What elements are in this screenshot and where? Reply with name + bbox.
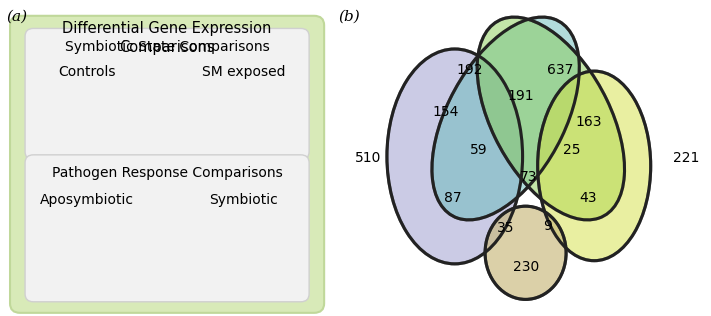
FancyBboxPatch shape: [10, 16, 324, 313]
Text: 191: 191: [508, 89, 534, 103]
Text: 73: 73: [520, 170, 537, 184]
Text: 221: 221: [673, 151, 700, 165]
Text: 230: 230: [513, 260, 540, 274]
FancyBboxPatch shape: [25, 155, 309, 302]
Text: Symbiotic State Comparisons: Symbiotic State Comparisons: [65, 40, 269, 53]
Text: Differential Gene Expression
Comparisons: Differential Gene Expression Comparisons: [63, 21, 272, 55]
Text: 154: 154: [432, 105, 459, 119]
Text: SM exposed: SM exposed: [202, 65, 286, 79]
Text: (a): (a): [6, 9, 28, 23]
Text: Symbiotic: Symbiotic: [210, 193, 278, 207]
Text: 87: 87: [444, 191, 461, 204]
Ellipse shape: [485, 206, 566, 300]
Ellipse shape: [387, 49, 523, 264]
FancyBboxPatch shape: [25, 28, 309, 160]
Text: 59: 59: [471, 143, 488, 157]
Text: 637: 637: [547, 63, 574, 76]
Ellipse shape: [477, 17, 624, 220]
Text: 43: 43: [579, 191, 597, 204]
Text: Pathogen Response Comparisons: Pathogen Response Comparisons: [52, 166, 282, 180]
Text: 163: 163: [575, 115, 602, 129]
Ellipse shape: [538, 71, 651, 261]
Text: 25: 25: [563, 143, 580, 157]
Text: 35: 35: [497, 221, 514, 234]
Ellipse shape: [432, 17, 579, 220]
Text: 192: 192: [456, 63, 483, 76]
Text: 510: 510: [355, 151, 381, 165]
Text: 9: 9: [542, 219, 552, 233]
Text: Aposymbiotic: Aposymbiotic: [40, 193, 134, 207]
Text: (b): (b): [338, 9, 360, 23]
Text: Controls: Controls: [58, 65, 116, 79]
